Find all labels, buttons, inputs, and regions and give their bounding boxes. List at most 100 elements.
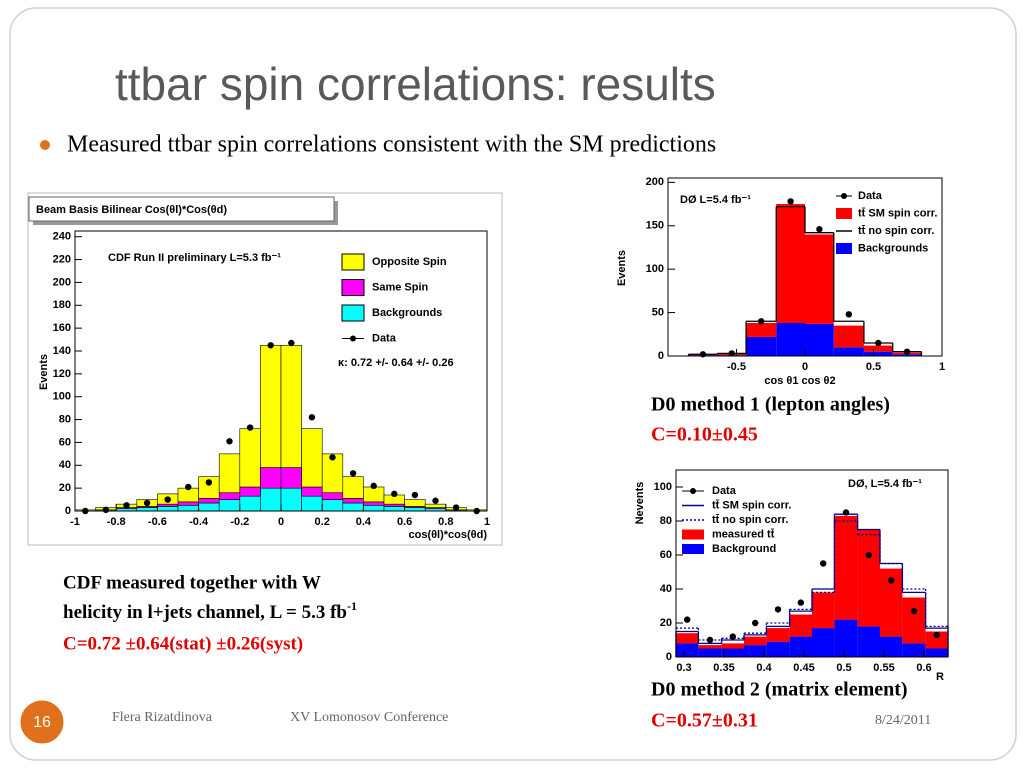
data-point [226, 438, 233, 445]
x-tick-label: 0.4 [356, 516, 372, 528]
data-point [888, 577, 895, 584]
data-point [757, 318, 765, 325]
stack-segment [880, 568, 903, 637]
data-point [797, 599, 804, 606]
data-point [699, 351, 707, 358]
x-tick-label: -1 [70, 516, 80, 528]
stack-segment [363, 486, 385, 503]
stack-segment [925, 631, 948, 649]
stack-segment [301, 495, 323, 512]
annotation: DØ, L=5.4 fb⁻¹ [848, 478, 922, 490]
stack-segment [892, 354, 922, 356]
legend-label: tt̄ SM spin corr. [712, 499, 791, 511]
y-tick-label: 80 [59, 413, 71, 425]
y-axis-label: Nevents [634, 482, 646, 525]
stack-segment [746, 336, 777, 356]
stack-segment [198, 502, 220, 512]
legend-label: Data [712, 485, 737, 497]
stack-segment [902, 597, 926, 644]
stack-segment [925, 648, 948, 657]
y-tick-label: 100 [654, 481, 672, 493]
data-point [728, 350, 735, 357]
data-point [185, 483, 192, 491]
footer-conference: XV Lomonosov Conference [290, 710, 448, 725]
stack-segment [789, 614, 812, 637]
data-point [205, 479, 213, 486]
y-tick-label: 60 [660, 549, 672, 561]
data-point [329, 454, 336, 461]
y-tick-label: 0 [666, 651, 672, 663]
x-tick-label: 0.8 [438, 516, 453, 528]
stack-segment [383, 503, 405, 507]
data-point [787, 198, 794, 205]
stack-segment [260, 487, 282, 512]
data-point [370, 482, 377, 490]
y-tick-label: 160 [53, 322, 71, 334]
y-tick-label: 120 [53, 368, 71, 380]
y-tick-label: 220 [53, 253, 71, 265]
data-point [845, 311, 853, 318]
y-tick-label: 140 [53, 345, 71, 357]
x-axis-label: R [936, 671, 944, 683]
stack-segment [301, 428, 323, 488]
y-tick-label: 40 [59, 459, 71, 471]
legend-label: tt̄ SM spin corr. [858, 207, 937, 219]
d0-method1-label: D0 method 1 (lepton angles) [651, 394, 890, 416]
legend-label: Data [858, 190, 883, 202]
stack-segment [863, 345, 893, 352]
y-axis-label: Events [38, 354, 50, 390]
data-point [684, 616, 691, 623]
bullet-dot [40, 140, 50, 150]
footer-author: Flera Rizatdinova [112, 710, 213, 725]
x-tick-label: -0.5 [727, 361, 746, 373]
bullet-text: Measured ttbar spin correlations consist… [67, 132, 716, 158]
data-point [123, 502, 130, 509]
data-point [910, 607, 918, 615]
y-tick-label: 60 [59, 436, 71, 448]
legend-swatch [836, 208, 852, 219]
legend-swatch [341, 279, 365, 296]
stack-segment [157, 503, 179, 507]
stack-segment [321, 499, 344, 512]
stack-segment [239, 428, 261, 488]
legend-label: tt̄ no spin corr. [858, 225, 934, 237]
data-point [452, 504, 460, 511]
data-point [288, 339, 295, 347]
stack-segment [383, 506, 405, 512]
x-tick-label: 1 [939, 361, 945, 373]
stack-segment [698, 648, 722, 657]
data-point [267, 342, 274, 349]
chart-title: Beam Basis Bilinear Cos(θl)*Cos(θd) [36, 204, 227, 216]
stack-segment [177, 504, 199, 512]
stack-segment [363, 504, 385, 512]
x-tick-label: 0.35 [713, 662, 734, 674]
stack-segment [321, 453, 344, 494]
data-point [164, 496, 171, 503]
stack-segment [698, 645, 722, 649]
legend-label: tt̄ no spin corr. [712, 514, 788, 526]
data-point [102, 506, 110, 514]
y-axis-label: Events [616, 250, 628, 286]
stack-segment [342, 476, 364, 499]
y-tick-label: 150 [646, 220, 664, 232]
stack-segment [902, 643, 926, 657]
stack-segment [301, 486, 323, 497]
annotation: CDF Run II preliminary L=5.3 fb⁻¹ [108, 252, 281, 264]
x-tick-label: 0 [278, 516, 284, 528]
data-point [729, 633, 736, 640]
data-point [432, 497, 439, 504]
y-tick-label: 180 [53, 299, 71, 311]
stack-segment [746, 323, 777, 337]
stack-segment [834, 515, 858, 620]
legend-swatch [350, 335, 356, 342]
y-tick-label: 0 [65, 505, 71, 517]
stack-segment [342, 498, 364, 504]
legend-swatch [682, 544, 704, 554]
stack-segment [177, 501, 199, 506]
data-point [820, 560, 827, 567]
y-tick-label: 100 [646, 263, 664, 275]
y-tick-label: 0 [658, 350, 664, 362]
legend-label: measured tt̄ [712, 528, 775, 540]
annotation: κ: 0.72 +/- 0.64 +/- 0.26 [338, 357, 454, 369]
stack-segment [239, 495, 261, 512]
